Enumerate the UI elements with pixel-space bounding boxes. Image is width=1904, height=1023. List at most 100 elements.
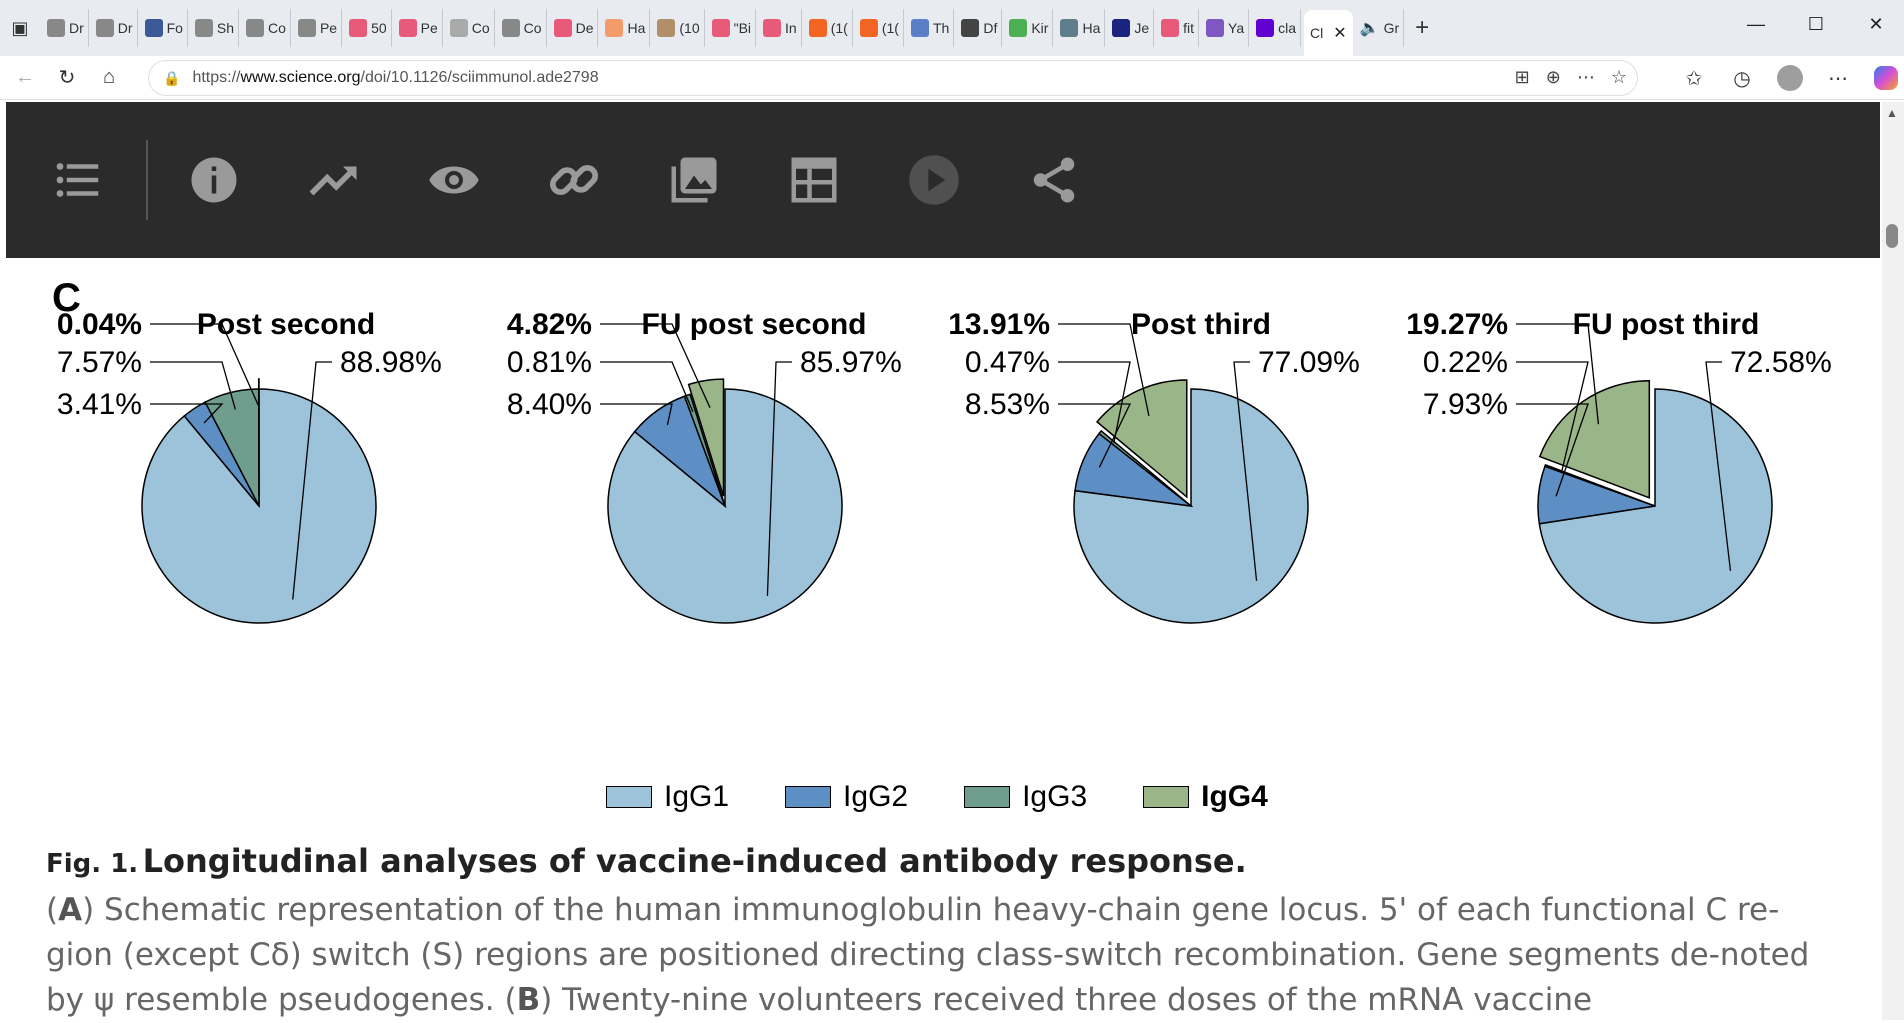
active-tab-label: Cl xyxy=(1310,25,1323,41)
tab-15[interactable]: (1( xyxy=(805,9,853,47)
back-button[interactable]: ← xyxy=(4,60,46,96)
tab-5[interactable]: Pe xyxy=(294,9,342,47)
caption-paren: ( xyxy=(46,892,58,928)
maximize-button[interactable]: ☐ xyxy=(1786,0,1846,48)
tab-audio[interactable]: 🔈 Gr xyxy=(1356,9,1404,47)
close-tab-icon[interactable]: ✕ xyxy=(1333,23,1346,43)
media-play-icon[interactable] xyxy=(902,148,966,212)
tab-favicon-icon xyxy=(47,19,65,37)
tab-label: Co xyxy=(524,20,542,36)
favorite-star-icon[interactable]: ☆ xyxy=(1611,67,1627,88)
tab-0[interactable]: Dr xyxy=(43,9,89,47)
tab-13[interactable]: "Bi xyxy=(708,9,756,47)
tab-6[interactable]: 50 xyxy=(345,9,392,47)
settings-more-icon[interactable]: ⋯ xyxy=(1820,60,1856,96)
tab-3[interactable]: Sh xyxy=(191,9,239,47)
tab-11[interactable]: Ha xyxy=(601,9,650,47)
pie-charts: 88.98%3.41%7.57%0.04%85.97%8.40%0.81%4.8… xyxy=(0,258,1880,818)
info-icon[interactable] xyxy=(182,148,246,212)
pie-value-label-igg4: 19.27% xyxy=(1406,308,1508,341)
tab-8[interactable]: Co xyxy=(446,9,495,47)
history-icon[interactable]: ◷ xyxy=(1724,60,1760,96)
tab-label: Kir xyxy=(1031,20,1048,36)
tab-favicon-icon xyxy=(145,19,163,37)
url-prefix: https:// xyxy=(192,69,240,87)
pie-value-label-igg4: 0.04% xyxy=(57,308,142,341)
tab-label: Co xyxy=(472,20,490,36)
legend-item-igg4: IgG4 xyxy=(1143,780,1268,814)
close-window-button[interactable]: ✕ xyxy=(1846,0,1904,48)
pie-value-label-igg1: 88.98% xyxy=(340,346,442,379)
tab-16[interactable]: (1( xyxy=(856,9,904,47)
tab-2[interactable]: Fo xyxy=(141,9,188,47)
tab-22[interactable]: fit xyxy=(1157,9,1199,47)
tab-label: cla xyxy=(1278,20,1296,36)
caption-letter-b: B xyxy=(517,982,541,1018)
legend-swatch xyxy=(964,786,1010,808)
tab-18[interactable]: Df xyxy=(957,9,1002,47)
tab-19[interactable]: Kir xyxy=(1005,9,1053,47)
tab-23[interactable]: Ya xyxy=(1202,9,1249,47)
tab-9[interactable]: Co xyxy=(498,9,547,47)
tab-4[interactable]: Co xyxy=(242,9,291,47)
pie-value-label-igg3: 7.57% xyxy=(57,346,142,379)
apps-icon[interactable]: ⊞ xyxy=(1515,67,1530,88)
tab-label: (1( xyxy=(831,20,848,36)
url-bar[interactable]: 🔒 https://www.science.org/doi/10.1126/sc… xyxy=(148,60,1638,96)
tab-label: Dr xyxy=(118,20,133,36)
tab-favicon-icon xyxy=(1060,19,1078,37)
tab-favicon-icon xyxy=(712,19,730,37)
link-icon[interactable] xyxy=(542,148,606,212)
tab-17[interactable]: Th xyxy=(907,9,954,47)
scroll-up-arrow[interactable]: ▲ xyxy=(1886,106,1898,120)
tab-21[interactable]: Je xyxy=(1108,9,1154,47)
tab-12[interactable]: (10 xyxy=(653,9,704,47)
refresh-button[interactable]: ↻ xyxy=(46,60,88,96)
tab-label: Fo xyxy=(167,20,183,36)
tab-label: Df xyxy=(983,20,997,36)
view-eye-icon[interactable] xyxy=(422,148,486,212)
home-button[interactable]: ⌂ xyxy=(88,60,130,96)
copilot-icon[interactable] xyxy=(1868,60,1904,96)
legend-label: IgG4 xyxy=(1201,780,1268,814)
legend-swatch xyxy=(606,786,652,808)
scroll-thumb[interactable] xyxy=(1886,224,1898,248)
browser-toolbar-right: ✩ ◷ ⋯ xyxy=(1676,60,1904,96)
article-toolbar xyxy=(6,102,1880,258)
share-icon[interactable] xyxy=(1022,148,1086,212)
figures-gallery-icon[interactable] xyxy=(662,148,726,212)
profile-avatar[interactable] xyxy=(1772,60,1808,96)
metrics-trend-icon[interactable] xyxy=(302,148,366,212)
caption-letter-a: A xyxy=(58,892,82,928)
tab-favicon-icon xyxy=(96,19,114,37)
zoom-icon[interactable]: ⊕ xyxy=(1546,67,1561,88)
tab-1[interactable]: Dr xyxy=(92,9,138,47)
tab-favicon-icon xyxy=(349,19,367,37)
tab-active[interactable]: Cl ✕ xyxy=(1304,10,1353,56)
tab-10[interactable]: De xyxy=(550,9,599,47)
new-tab-button[interactable]: + xyxy=(1404,10,1440,46)
tab-favicon-icon xyxy=(450,19,468,37)
pie-value-label-igg3: 0.22% xyxy=(1423,346,1508,379)
more-url-icon[interactable]: ⋯ xyxy=(1577,67,1595,88)
tab-20[interactable]: Ha xyxy=(1056,9,1105,47)
tab-favicon-icon xyxy=(961,19,979,37)
tab-24[interactable]: cla xyxy=(1252,9,1301,47)
legend-item-igg1: IgG1 xyxy=(606,780,729,814)
tables-icon[interactable] xyxy=(782,148,846,212)
tab-7[interactable]: Pe xyxy=(395,9,443,47)
lock-icon[interactable]: 🔒 xyxy=(163,70,180,87)
tab-14[interactable]: In xyxy=(759,9,802,47)
tab-favicon-icon xyxy=(911,19,929,37)
tab-label: Ha xyxy=(627,20,645,36)
minimize-button[interactable]: — xyxy=(1726,0,1786,48)
toolbar-divider xyxy=(146,140,148,220)
contents-list-icon[interactable] xyxy=(46,148,110,212)
tab-actions-icon[interactable]: ▣ xyxy=(0,8,40,48)
figure-content: C Post second FU post second Post third … xyxy=(0,258,1880,1020)
speaker-icon: 🔈 xyxy=(1360,18,1380,38)
tab-favicon-icon xyxy=(195,19,213,37)
favorites-icon[interactable]: ✩ xyxy=(1676,60,1712,96)
